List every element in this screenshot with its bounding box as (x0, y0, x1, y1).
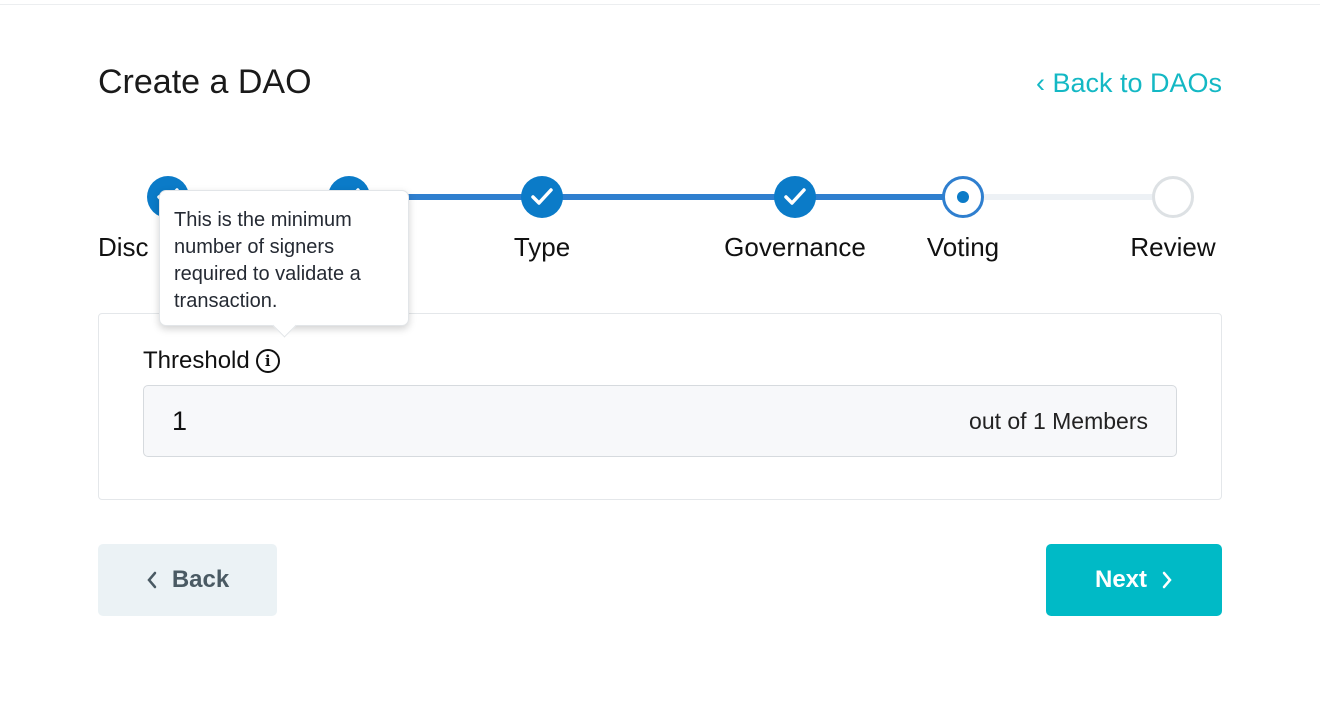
top-divider (0, 4, 1320, 5)
back-button-label: Back (171, 566, 230, 593)
voting-card (98, 313, 1222, 500)
step-review (1152, 176, 1194, 218)
threshold-value[interactable]: 1 (172, 406, 188, 436)
step-label: Review (1130, 232, 1216, 262)
check-icon (784, 188, 806, 205)
page-title: Create a DAO (98, 63, 312, 101)
next-button-label: Next (1094, 566, 1148, 593)
back-button[interactable]: Back (98, 544, 277, 616)
progress-track-remaining (963, 194, 1173, 200)
step-label: Disc (98, 232, 149, 262)
step-label: Governance (724, 232, 866, 262)
back-to-daos-link[interactable]: ‹ Back to DAOs (1035, 68, 1222, 98)
step-type[interactable] (521, 176, 563, 218)
progress-track-done (168, 194, 963, 200)
threshold-label: Threshold i (143, 347, 280, 375)
threshold-label-text: Threshold (143, 347, 250, 374)
chevron-right-icon (1162, 571, 1172, 589)
next-button[interactable]: Next (1046, 544, 1222, 616)
threshold-input[interactable]: 1 out of 1 Members (143, 385, 1177, 457)
step-governance[interactable] (774, 176, 816, 218)
threshold-suffix: out of 1 Members (969, 408, 1148, 434)
chevron-left-icon (147, 571, 157, 589)
step-voting[interactable] (942, 176, 984, 218)
info-icon[interactable]: i (255, 349, 280, 373)
threshold-tooltip: This is the minimum number of signers re… (159, 190, 409, 326)
step-label: Type (513, 232, 571, 262)
step-label: Voting (926, 232, 1000, 262)
check-icon (531, 188, 553, 205)
